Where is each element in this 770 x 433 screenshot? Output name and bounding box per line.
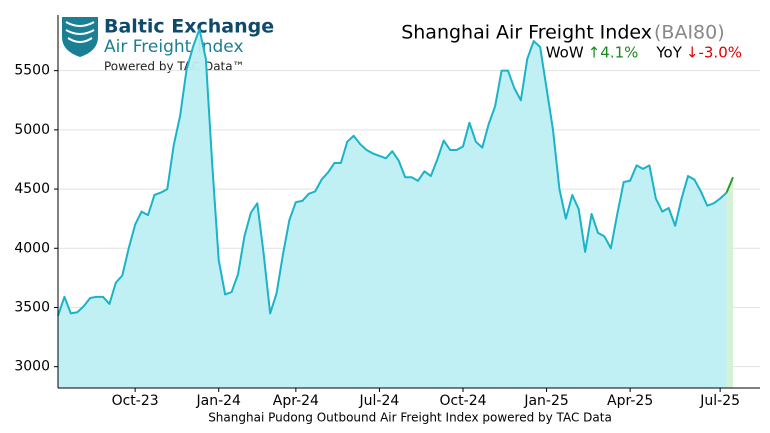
- logo-powered: Powered by TAC Data™: [104, 60, 245, 74]
- stat-label: WoW: [546, 44, 584, 62]
- logo: Baltic Exchange Air Freight Index Powere…: [62, 16, 274, 74]
- chart-title: Shanghai Air Freight Index: [401, 22, 652, 44]
- x-tick-label: Apr-25: [607, 393, 653, 409]
- y-tick-label: 5000: [14, 122, 50, 138]
- x-tick-label: Oct-24: [439, 393, 486, 409]
- last-segment: [725, 176, 734, 194]
- stat-value: ↑4.1%: [588, 44, 639, 62]
- last-area-fill: [726, 177, 733, 388]
- x-tick-label: Jul-25: [699, 393, 740, 409]
- x-tick-label: Jan-24: [195, 393, 241, 409]
- y-tick-label: 4500: [14, 181, 50, 197]
- x-tick-label: Jan-25: [523, 393, 568, 409]
- stat-value: ↓-3.0%: [686, 44, 742, 62]
- logo-shield: [62, 17, 98, 57]
- y-tick-label: 3500: [14, 299, 50, 315]
- x-tick-label: Apr-24: [273, 393, 319, 409]
- logo-name: Baltic Exchange: [104, 16, 274, 38]
- area-fill: [58, 29, 727, 388]
- logo-product: Air Freight Index: [104, 37, 244, 57]
- stat-label: YoY: [655, 44, 682, 62]
- x-tick-label: Jul-24: [359, 393, 400, 409]
- x-tick-label: Oct-23: [112, 393, 159, 409]
- y-tick-label: 4000: [14, 240, 50, 256]
- x-axis-label: Shanghai Pudong Outbound Air Freight Ind…: [208, 411, 612, 425]
- line: [57, 28, 728, 317]
- logo-waves: [65, 21, 95, 43]
- y-tick-label: 5500: [14, 63, 50, 79]
- y-tick-label: 3000: [14, 359, 50, 375]
- chart-title-code: (BAI80): [654, 22, 725, 44]
